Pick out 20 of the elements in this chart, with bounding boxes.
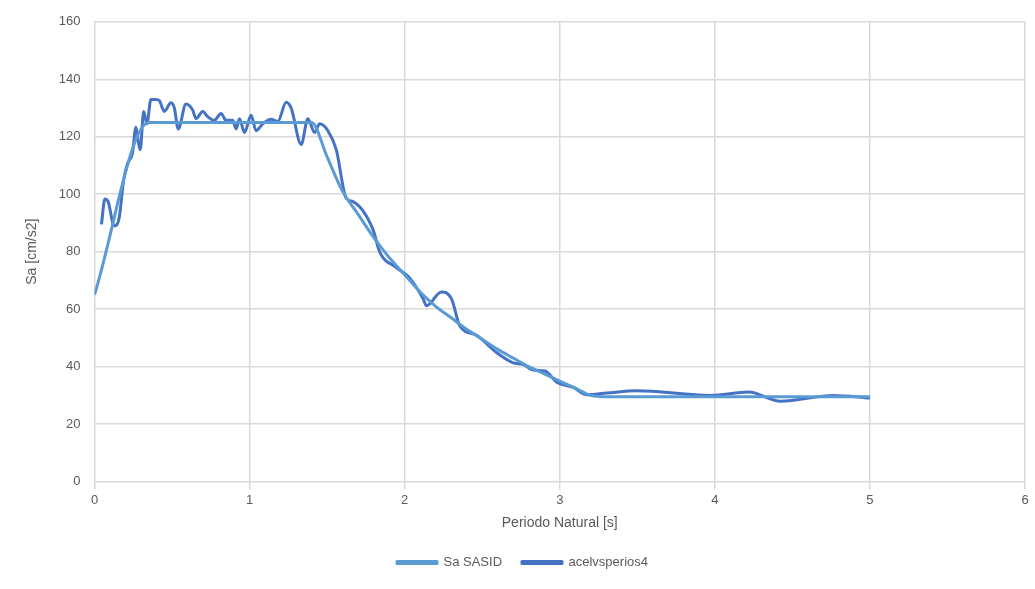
y-axis-title: Sa [cm/s2] [23,218,40,285]
x-tick-label: 5 [866,491,874,507]
x-tick-label: 2 [401,491,409,507]
y-tick-label: 20 [66,415,81,431]
y-tick-label: 100 [58,185,81,201]
y-tick-label: 140 [58,70,81,86]
y-tick-label: 120 [58,128,81,144]
y-tick-label: 160 [58,13,81,29]
legend-label: acelvsperios4 [568,554,649,570]
y-tick-label: 80 [66,243,81,259]
x-tick-label: 4 [711,491,719,507]
x-tick-label: 3 [556,491,564,507]
y-tick-label: 0 [73,473,81,489]
y-tick-label: 60 [66,300,81,316]
y-tick-label: 40 [66,358,81,374]
legend-label: Sa SASID [443,554,503,570]
x-axis-title: Periodo Natural [s] [501,514,618,531]
x-tick-label: 1 [245,491,254,507]
x-tick-label: 0 [90,491,99,507]
x-tick-label: 6 [1021,491,1029,507]
